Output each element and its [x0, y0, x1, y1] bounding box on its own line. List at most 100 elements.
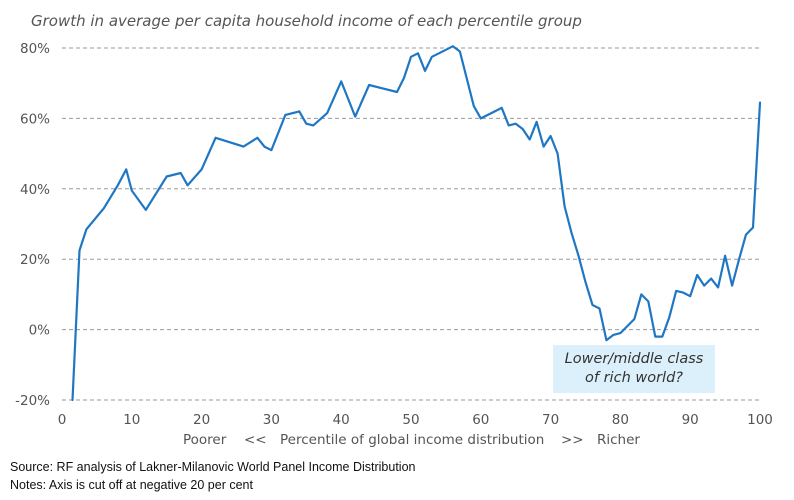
data-point [675, 290, 678, 292]
data-point [117, 184, 119, 187]
data-point [633, 318, 636, 320]
data-point [200, 168, 203, 171]
data-point [410, 56, 412, 58]
data-point [696, 274, 698, 276]
data-point [570, 232, 573, 234]
x-tick-label: 20 [193, 412, 210, 428]
x-tick-label: 40 [333, 412, 350, 428]
annotation-line-2: of rich world? [585, 370, 683, 386]
data-point [125, 168, 128, 171]
y-tick-label: 0% [29, 323, 51, 339]
gridlines [62, 47, 760, 401]
data-point [103, 207, 105, 209]
data-point [78, 249, 81, 252]
data-point [556, 152, 559, 155]
series-layer [71, 45, 762, 402]
x-tick-label: 70 [542, 412, 559, 428]
x-tick-label: 60 [472, 412, 489, 428]
data-point [661, 335, 664, 338]
data-point [312, 124, 315, 127]
annotation-line-1: Lower/middle class [564, 351, 704, 367]
data-point [284, 114, 287, 116]
data-point [605, 339, 608, 341]
data-point [144, 209, 147, 211]
data-point [179, 172, 182, 174]
data-point [710, 277, 712, 280]
data-point [340, 80, 343, 83]
data-point [619, 332, 622, 334]
data-point [165, 175, 168, 178]
data-point [452, 45, 454, 48]
x-tick-label: 10 [123, 412, 140, 428]
data-point [256, 136, 259, 139]
data-point [682, 291, 685, 294]
y-tick-label: 80% [20, 41, 50, 57]
data-point [598, 307, 601, 310]
data-point [270, 149, 273, 151]
data-point [500, 107, 503, 109]
data-point [745, 233, 747, 236]
data-point [368, 84, 370, 86]
data-point [654, 335, 657, 338]
data-point [577, 254, 580, 257]
chart-title: Growth in average per capita household i… [31, 12, 582, 30]
data-point [668, 316, 671, 319]
data-point [738, 258, 740, 261]
x-axis-label: Poorer << Percentile of global income dist… [183, 432, 640, 448]
y-tick-label: 40% [20, 182, 50, 198]
data-point [263, 145, 266, 148]
data-point [717, 286, 719, 289]
x-axis-label-part: << [244, 432, 267, 448]
x-tick-label: 80 [612, 412, 629, 428]
data-point [731, 284, 733, 287]
data-point [759, 101, 761, 104]
data-point [549, 135, 552, 137]
data-point [535, 121, 538, 123]
data-point [131, 189, 133, 192]
data-point [445, 48, 447, 51]
x-axis-label-part: Richer [597, 432, 640, 448]
y-axis-ticks: -20% 0% 20% 40% 60% 80% [15, 41, 50, 409]
data-point [459, 50, 461, 53]
x-tick-label: 90 [682, 412, 699, 428]
x-axis-label-part: Poorer [183, 432, 227, 448]
data-point [214, 136, 217, 139]
data-point [305, 122, 308, 125]
data-point [703, 284, 705, 287]
data-point [724, 254, 726, 257]
data-point [396, 91, 398, 93]
y-tick-label: -20% [15, 393, 50, 409]
data-point [493, 110, 496, 113]
data-point [514, 122, 517, 125]
data-point [528, 138, 531, 141]
annotation-box: Lower/middle class of rich world? [553, 345, 715, 393]
x-tick-label: 50 [402, 412, 419, 428]
data-point [85, 228, 88, 231]
data-point [403, 77, 405, 79]
x-tick-label: 100 [747, 412, 773, 428]
source-note: Source: RF analysis of Lakner-Milanovic … [10, 460, 416, 474]
data-point [640, 293, 643, 296]
data-point [752, 226, 754, 229]
data-point [242, 145, 245, 148]
data-point [424, 70, 426, 72]
data-point [473, 105, 475, 107]
x-axis-label-part: >> [561, 432, 584, 448]
data-point [507, 124, 510, 127]
data-point [417, 52, 419, 55]
data-point [326, 112, 329, 114]
data-point [647, 300, 650, 303]
data-point [298, 110, 301, 113]
data-point [354, 115, 356, 118]
data-point [689, 295, 691, 297]
series-line [71, 45, 762, 402]
data-point [71, 399, 74, 401]
x-axis-label-part: Percentile of global income distribution [280, 432, 544, 448]
data-point [591, 304, 594, 306]
axis-cutoff-note: Notes: Axis is cut off at negative 20 pe… [10, 478, 253, 492]
data-point [612, 334, 615, 336]
x-axis-ticks: 0 10 20 30 40 50 60 70 80 90 100 [58, 412, 773, 428]
y-tick-label: 60% [20, 111, 50, 127]
x-tick-label: 0 [58, 412, 67, 428]
